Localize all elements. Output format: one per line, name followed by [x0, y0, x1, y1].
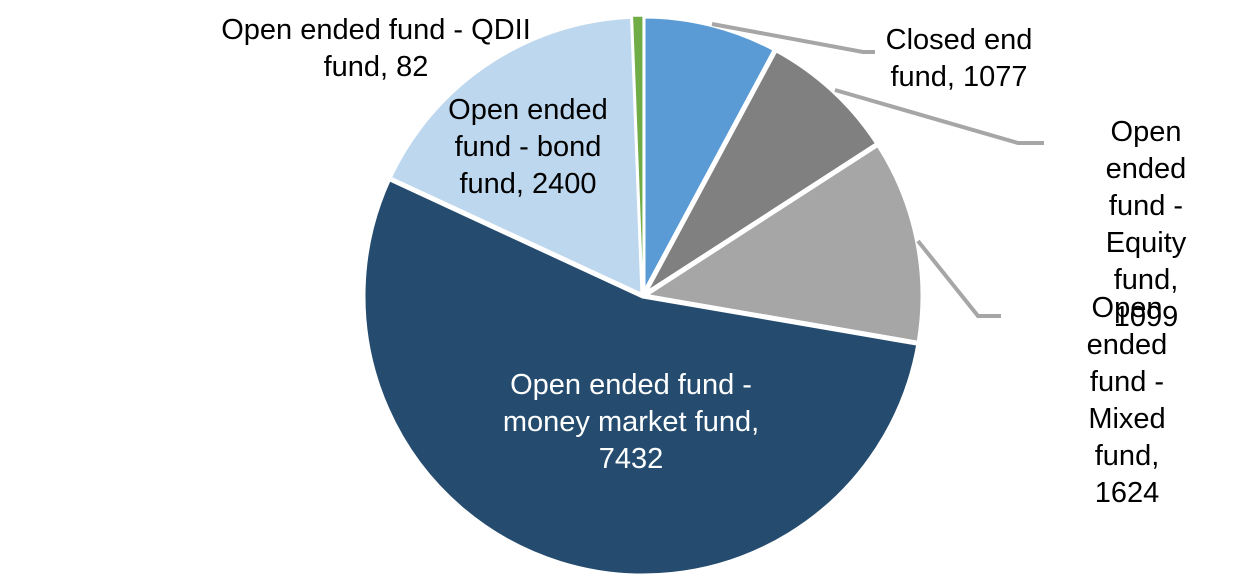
leader-line-equity-fund — [834, 88, 1044, 145]
pie-slice-qdii-fund — [631, 15, 644, 297]
leader-line-closed-end-fund — [711, 22, 875, 54]
leader-lines-group — [711, 22, 1044, 318]
data-label-mixed-fund: Open ended fund - Mixed fund, 1624 — [1086, 292, 1168, 509]
pie-slice-money-market-fund — [360, 175, 922, 579]
data-label-bond-fund: Open ended fund - bond fund, 2400 — [448, 94, 608, 200]
pie-slice-equity-fund — [640, 46, 881, 299]
data-label-money-market-fund: Open ended fund - money market fund, 743… — [502, 369, 760, 475]
data-label-closed-end-fund: Closed end fund, 1077 — [885, 24, 1033, 93]
pie-slice-bond-fund — [386, 13, 646, 299]
pie-slices-group — [360, 13, 926, 579]
pie-slice-mixed-fund — [640, 141, 926, 346]
leader-line-mixed-fund — [916, 239, 1001, 318]
pie-slice-closed-end-fund — [640, 13, 779, 299]
data-label-equity-fund: Open ended fund - Equity fund, 1099 — [1105, 116, 1187, 333]
data-label-qdii-fund: Open ended fund - QDII fund, 82 — [221, 14, 531, 83]
